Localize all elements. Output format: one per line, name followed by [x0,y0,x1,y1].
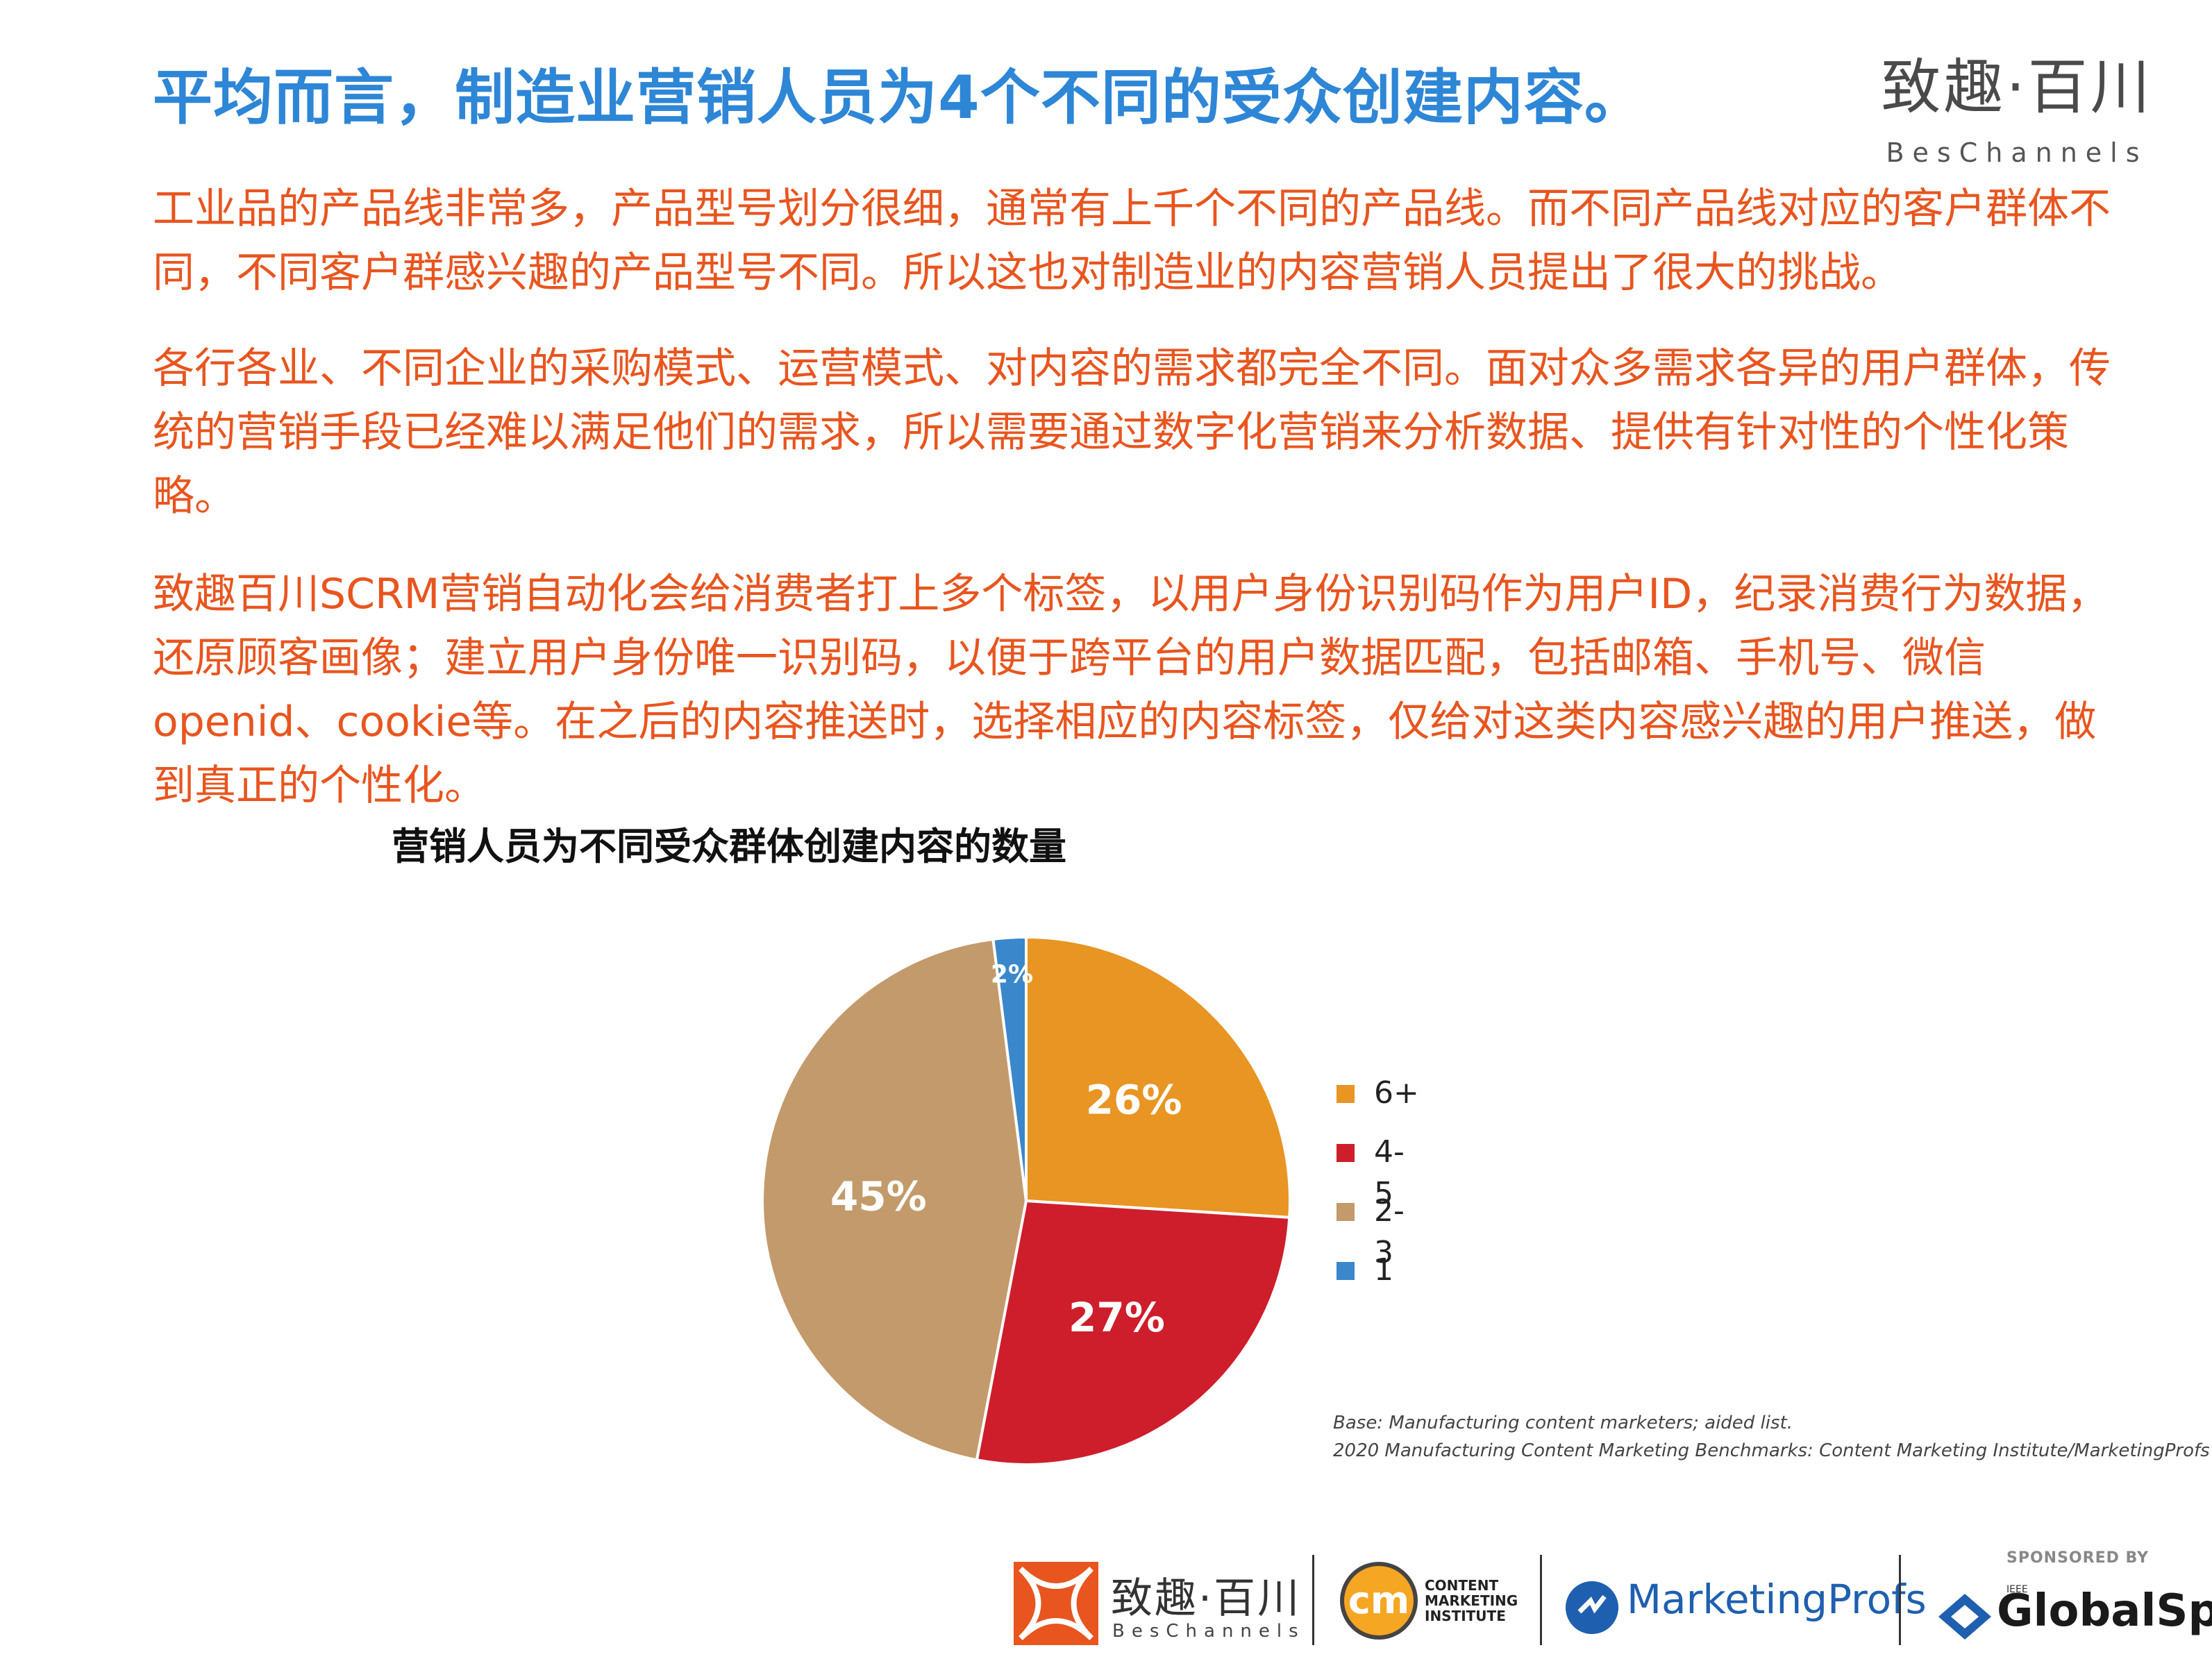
ieee-label: IEEE [2006,1584,2028,1595]
globalspec-mark-icon [1938,1594,1991,1640]
paragraph-1: 工业品的产品线非常多，产品型号划分很细，通常有上千个不同的产品线。而不同产品线对… [153,185,2111,297]
cmi-logo: cm CONTENT MARKETING INSTITUTE [1340,1558,1520,1649]
legend-label: 4-5 [1374,1134,1405,1211]
pie-slice-2-3 [761,937,1028,1462]
legend-label: 1 [1374,1252,1393,1288]
beschannels-name-en: BesChannels [1112,1621,1305,1642]
sponsored-by-label: SPONSORED BY [2006,1549,2150,1567]
legend-swatch [1337,1262,1355,1280]
globalspec-logo: SPONSORED BY IEEE GlobalSpec [1930,1549,2212,1653]
footer-divider [1540,1555,1542,1645]
footer-divider [1312,1555,1314,1645]
beschannels-logo: 致趣·百川 BesChannels [1014,1562,1305,1645]
pie-data-label: 45% [830,1172,927,1220]
brand-logo-top: 致趣·百川 BesChannels [1875,38,2159,168]
pie-slice-6+ [1025,935,1291,1219]
footer-divider [1899,1555,1901,1645]
brand-name-en: BesChannels [1886,137,2148,168]
globalspec-name: GlobalSpec [1997,1585,2212,1637]
marketingprofs-name: MarketingProfs [1627,1576,1927,1623]
footer-logos: 致趣·百川 BesChannels cm CONTENT MARKETING I… [0,1541,2212,1659]
legend-swatch [1337,1203,1355,1221]
chart-source: Base: Manufacturing content marketers; a… [1333,1409,2210,1465]
pie-data-label: 27% [1069,1294,1165,1341]
beschannels-name-cn: 致趣·百川 [1111,1574,1302,1623]
beschannels-mark-icon [1014,1562,1098,1645]
legend-swatch [1337,1085,1355,1103]
pie-slice-1 [991,935,1028,1202]
cmi-name: CONTENT MARKETING INSTITUTE [1425,1577,1518,1624]
marketingprofs-logo: MarketingProfs [1566,1576,1927,1638]
paragraph-2: 各行各业、不同企业的采购模式、运营模式、对内容的需求都完全不同。面对众多需求各异… [153,344,2111,521]
page-title: 平均而言，制造业营销人员为4个不同的受众创建内容。 [153,63,1645,133]
chart-title: 营销人员为不同受众群体创建内容的数量 [392,825,1066,868]
brand-name-cn: 致趣·百川 [1881,53,2153,122]
legend-swatch [1337,1144,1355,1162]
pie-data-label: 26% [1086,1076,1182,1123]
pie-slice-4-5 [975,1199,1291,1466]
pie-data-label: 2% [991,960,1033,988]
source-line-2: 2020 Manufacturing Content Marketing Ben… [1333,1440,2210,1461]
marketingprofs-mark-icon [1566,1581,1618,1634]
legend-label: 2-3 [1374,1193,1405,1270]
cmi-mark-icon: cm [1340,1562,1418,1640]
source-line-1: Base: Manufacturing content marketers; a… [1333,1413,1793,1433]
legend-label: 6+ [1374,1075,1419,1111]
paragraph-3: 致趣百川SCRM营销自动化会给消费者打上多个标签，以用户身份识别码作为用户ID，… [153,570,2109,810]
